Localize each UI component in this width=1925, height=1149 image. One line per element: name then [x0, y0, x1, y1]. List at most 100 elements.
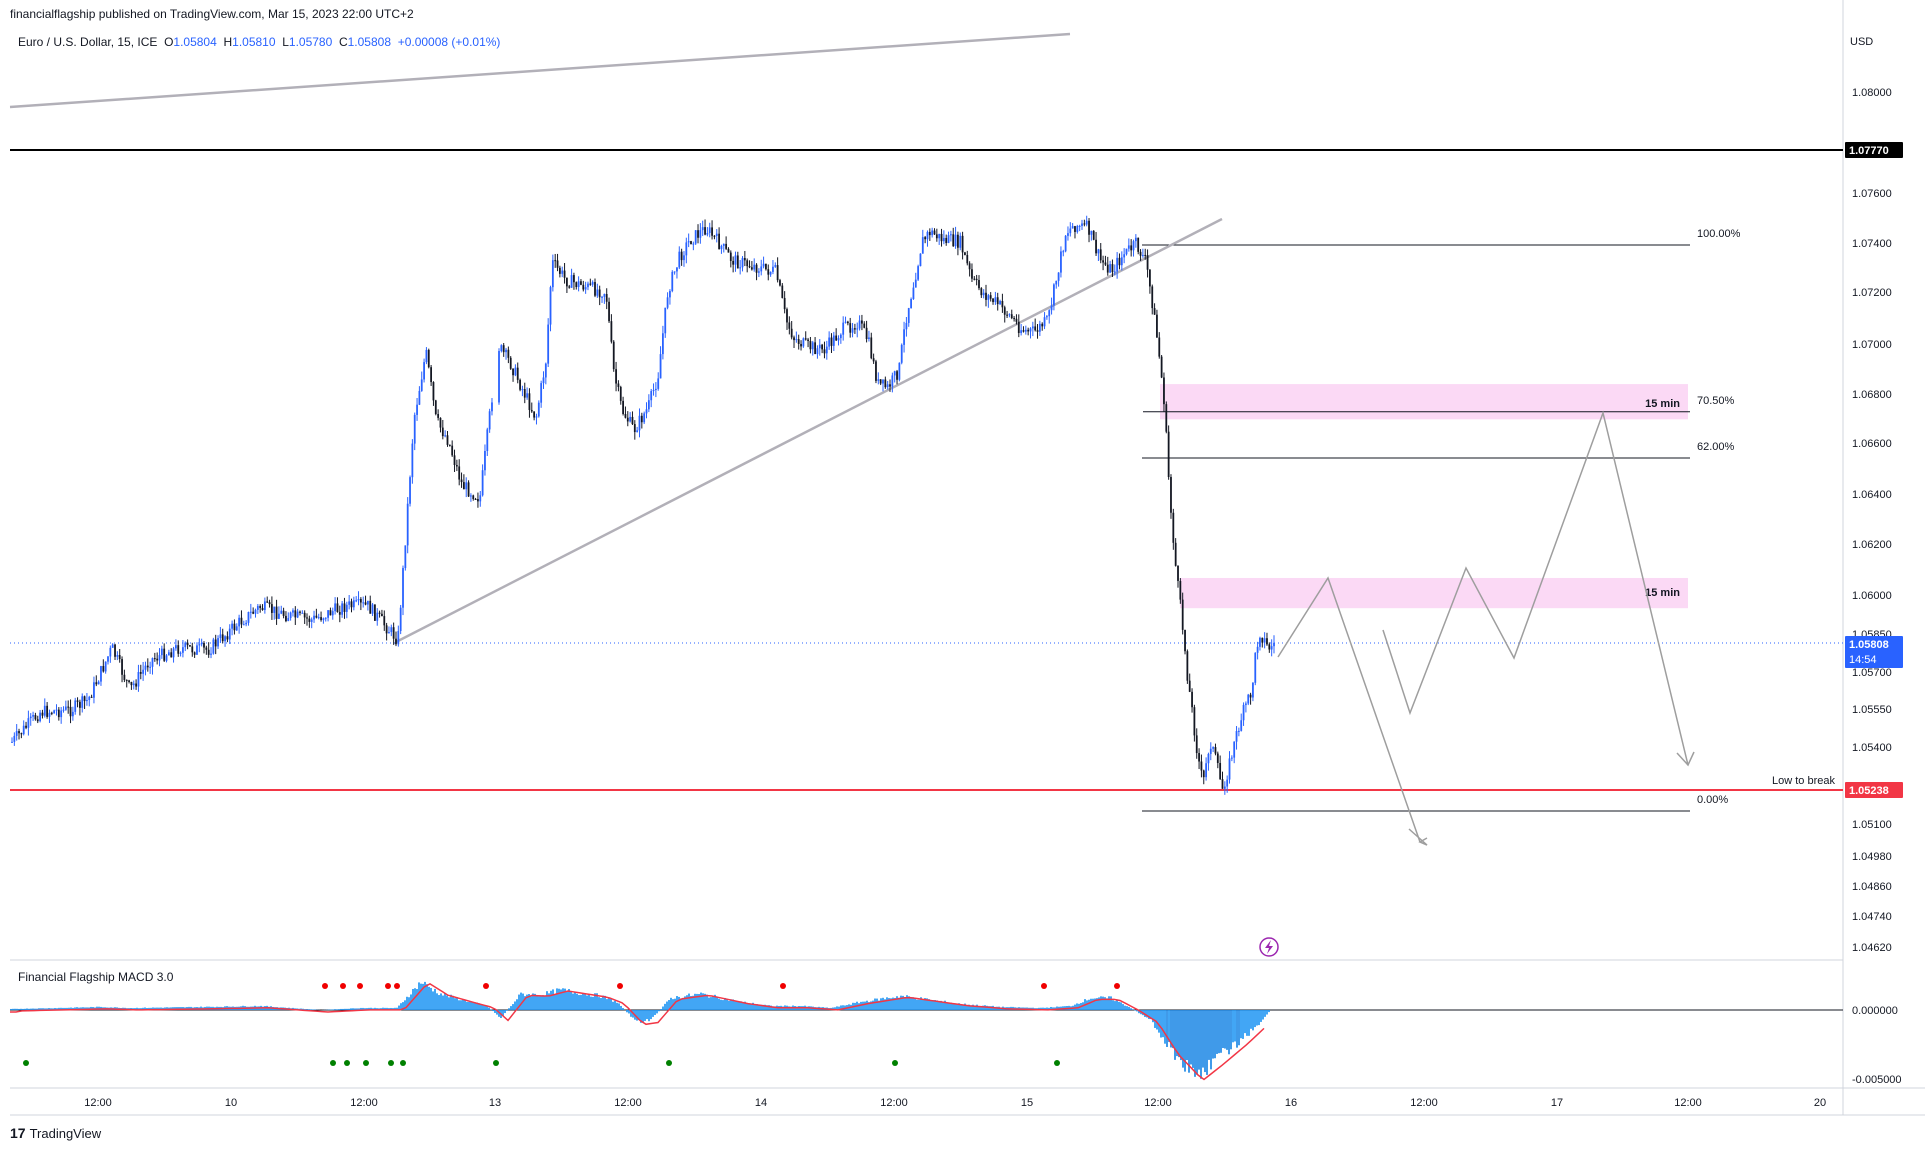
candle-body	[233, 623, 236, 631]
buy-signal-dot	[330, 1060, 336, 1066]
candle-body	[725, 243, 728, 249]
price-tick-label: 1.04740	[1852, 911, 1892, 923]
candle-body	[308, 618, 311, 622]
candle	[137, 664, 140, 692]
candle	[1163, 372, 1165, 412]
macd-histogram-bar	[640, 1010, 642, 1023]
support-price-tag: 1.05238	[1845, 782, 1903, 798]
macd-histogram-bar	[302, 1008, 304, 1010]
candle-body	[823, 349, 826, 354]
candle-body	[240, 617, 243, 625]
candle-body	[952, 234, 955, 247]
candle	[519, 378, 521, 392]
macd-histogram-bar	[372, 1008, 374, 1010]
fib-label: 100.00%	[1697, 228, 1741, 240]
candle	[765, 263, 767, 271]
candle	[626, 411, 629, 427]
candle-body	[1090, 230, 1093, 235]
candle-body	[320, 617, 322, 621]
macd-histogram-bar	[1096, 998, 1098, 1010]
candle-body	[757, 271, 760, 273]
candle-body	[739, 267, 742, 269]
candle-body	[179, 652, 182, 654]
candle	[320, 611, 322, 622]
candle-body	[1015, 318, 1018, 322]
macd-histogram-bar	[340, 1008, 342, 1010]
macd-histogram-bar	[426, 984, 428, 1010]
macd-histogram-bar	[586, 995, 588, 1010]
candle	[636, 426, 639, 433]
candle-body	[1235, 731, 1238, 742]
candle	[1259, 636, 1261, 651]
candle-body	[381, 613, 383, 617]
candle-body	[249, 611, 252, 613]
macd-histogram-bar	[652, 1010, 654, 1017]
candle-body	[793, 337, 795, 341]
candle	[139, 664, 142, 680]
candle	[1193, 704, 1196, 742]
macd-histogram-bar	[1256, 1010, 1258, 1026]
candle-body	[270, 604, 273, 613]
candle	[57, 707, 60, 721]
macd-histogram-bar	[136, 1007, 138, 1010]
candle-body	[139, 672, 142, 674]
candle	[350, 598, 353, 613]
macd-histogram-bar	[774, 1006, 776, 1010]
macd-histogram-bar	[976, 1004, 978, 1010]
candle-body	[1048, 310, 1051, 317]
candle	[488, 408, 491, 433]
candle	[549, 285, 552, 332]
candle	[441, 419, 444, 440]
macd-histogram-bar	[490, 1009, 492, 1010]
candle-body	[980, 288, 983, 296]
candle	[203, 641, 205, 654]
sell-signal-dot	[322, 983, 328, 989]
macd-histogram-bar	[860, 1001, 862, 1010]
candle	[889, 379, 891, 392]
macd-histogram-bar	[550, 990, 552, 1010]
candle-body	[376, 612, 379, 621]
candle	[252, 607, 255, 615]
lightning-icon[interactable]	[1259, 937, 1279, 957]
candle-body	[27, 718, 30, 728]
candle-body	[22, 725, 25, 735]
candle-body	[624, 414, 627, 418]
candle-body	[156, 658, 159, 661]
candle	[233, 619, 236, 635]
macd-histogram-bar	[502, 1010, 504, 1016]
macd-histogram-bar	[690, 996, 692, 1010]
candle	[388, 626, 390, 634]
candle	[406, 497, 409, 554]
candle	[1090, 230, 1093, 241]
candle	[662, 325, 664, 360]
candle-body	[1165, 404, 1168, 432]
macd-histogram-bar	[1132, 1009, 1134, 1010]
macd-histogram-bar	[144, 1007, 146, 1010]
candle-body	[263, 601, 266, 611]
candle	[170, 648, 173, 658]
candle-body	[128, 680, 130, 682]
candle	[451, 440, 454, 457]
candle	[420, 371, 423, 392]
candle-body	[1132, 241, 1135, 251]
candle-body	[786, 309, 788, 323]
candle-body	[41, 712, 44, 716]
candle-body	[1247, 694, 1250, 704]
price-tag-text: 1.05238	[1849, 785, 1889, 797]
candle-body	[491, 402, 493, 412]
candle-body	[526, 393, 529, 398]
macd-histogram-bar	[384, 1007, 386, 1010]
price-tick-label: 1.06000	[1852, 590, 1892, 602]
macd-layer: 0.000000-0.005000	[10, 981, 1902, 1086]
macd-histogram-bar	[606, 999, 608, 1010]
candle	[734, 251, 737, 272]
candle	[1001, 293, 1004, 313]
macd-histogram-bar	[532, 993, 534, 1010]
upper-trendline	[9, 32, 1071, 109]
candle	[1060, 246, 1062, 278]
candle	[839, 333, 842, 344]
macd-histogram-bar	[892, 997, 894, 1010]
candle-body	[158, 655, 161, 661]
candle-body	[97, 681, 100, 685]
